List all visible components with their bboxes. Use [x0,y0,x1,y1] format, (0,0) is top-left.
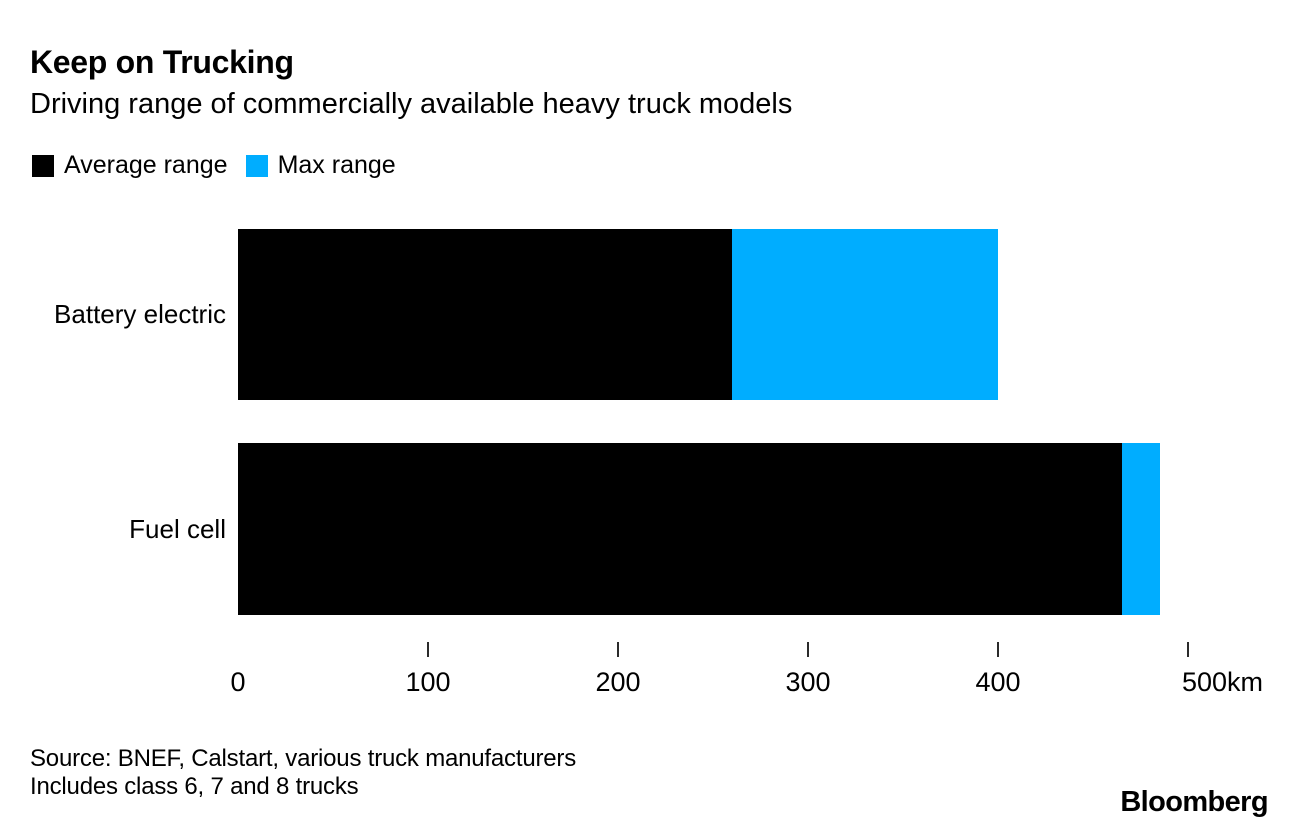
source-line-1: Source: BNEF, Calstart, various truck ma… [30,745,576,772]
source-line-2: Includes class 6, 7 and 8 trucks [30,773,359,800]
axis-tick [1187,642,1189,657]
average-range-bar [238,443,1122,615]
max-range-bar [732,229,998,400]
axis-tick [807,642,809,657]
axis-tick-label: 0 [230,667,246,697]
average-range-bar [238,229,732,400]
bar-track [238,443,1188,615]
axis-tick [427,642,429,657]
category-label: Fuel cell [129,513,226,544]
bloomberg-logo: Bloomberg [1120,786,1268,818]
average-range-swatch-icon [32,154,54,177]
chart-title: Keep on Trucking [30,44,294,80]
max-range-swatch-icon [245,154,268,177]
category-label: Battery electric [54,299,226,329]
axis-tick [617,642,619,657]
x-axis-ticks [238,642,1189,657]
legend-label-max-range: Max range [277,151,396,179]
axis-tick-label: 100 [405,667,451,697]
legend-label-average-range: Average range [64,151,228,179]
legend-item-max-range: Max range [245,151,396,180]
chart-subtitle: Driving range of commercially available … [30,88,793,120]
axis-tick-label: 300 [785,667,831,697]
legend: Average range Max range [32,151,396,180]
axis-tick-label: 200 [595,667,641,697]
plot-area: Battery electric Fuel cell [0,229,1296,615]
source-note: Source: BNEF, Calstart, various truck ma… [30,745,576,801]
axis-tick-label: 500km [1182,667,1264,697]
max-range-bar [1121,443,1160,615]
axis-tick-label: 400 [975,667,1021,697]
legend-item-average-range: Average range [32,151,228,180]
axis-tick [997,642,999,657]
bar-track [238,229,1188,400]
x-axis-labels: 0 100 200 300 400 500km [230,667,1263,699]
